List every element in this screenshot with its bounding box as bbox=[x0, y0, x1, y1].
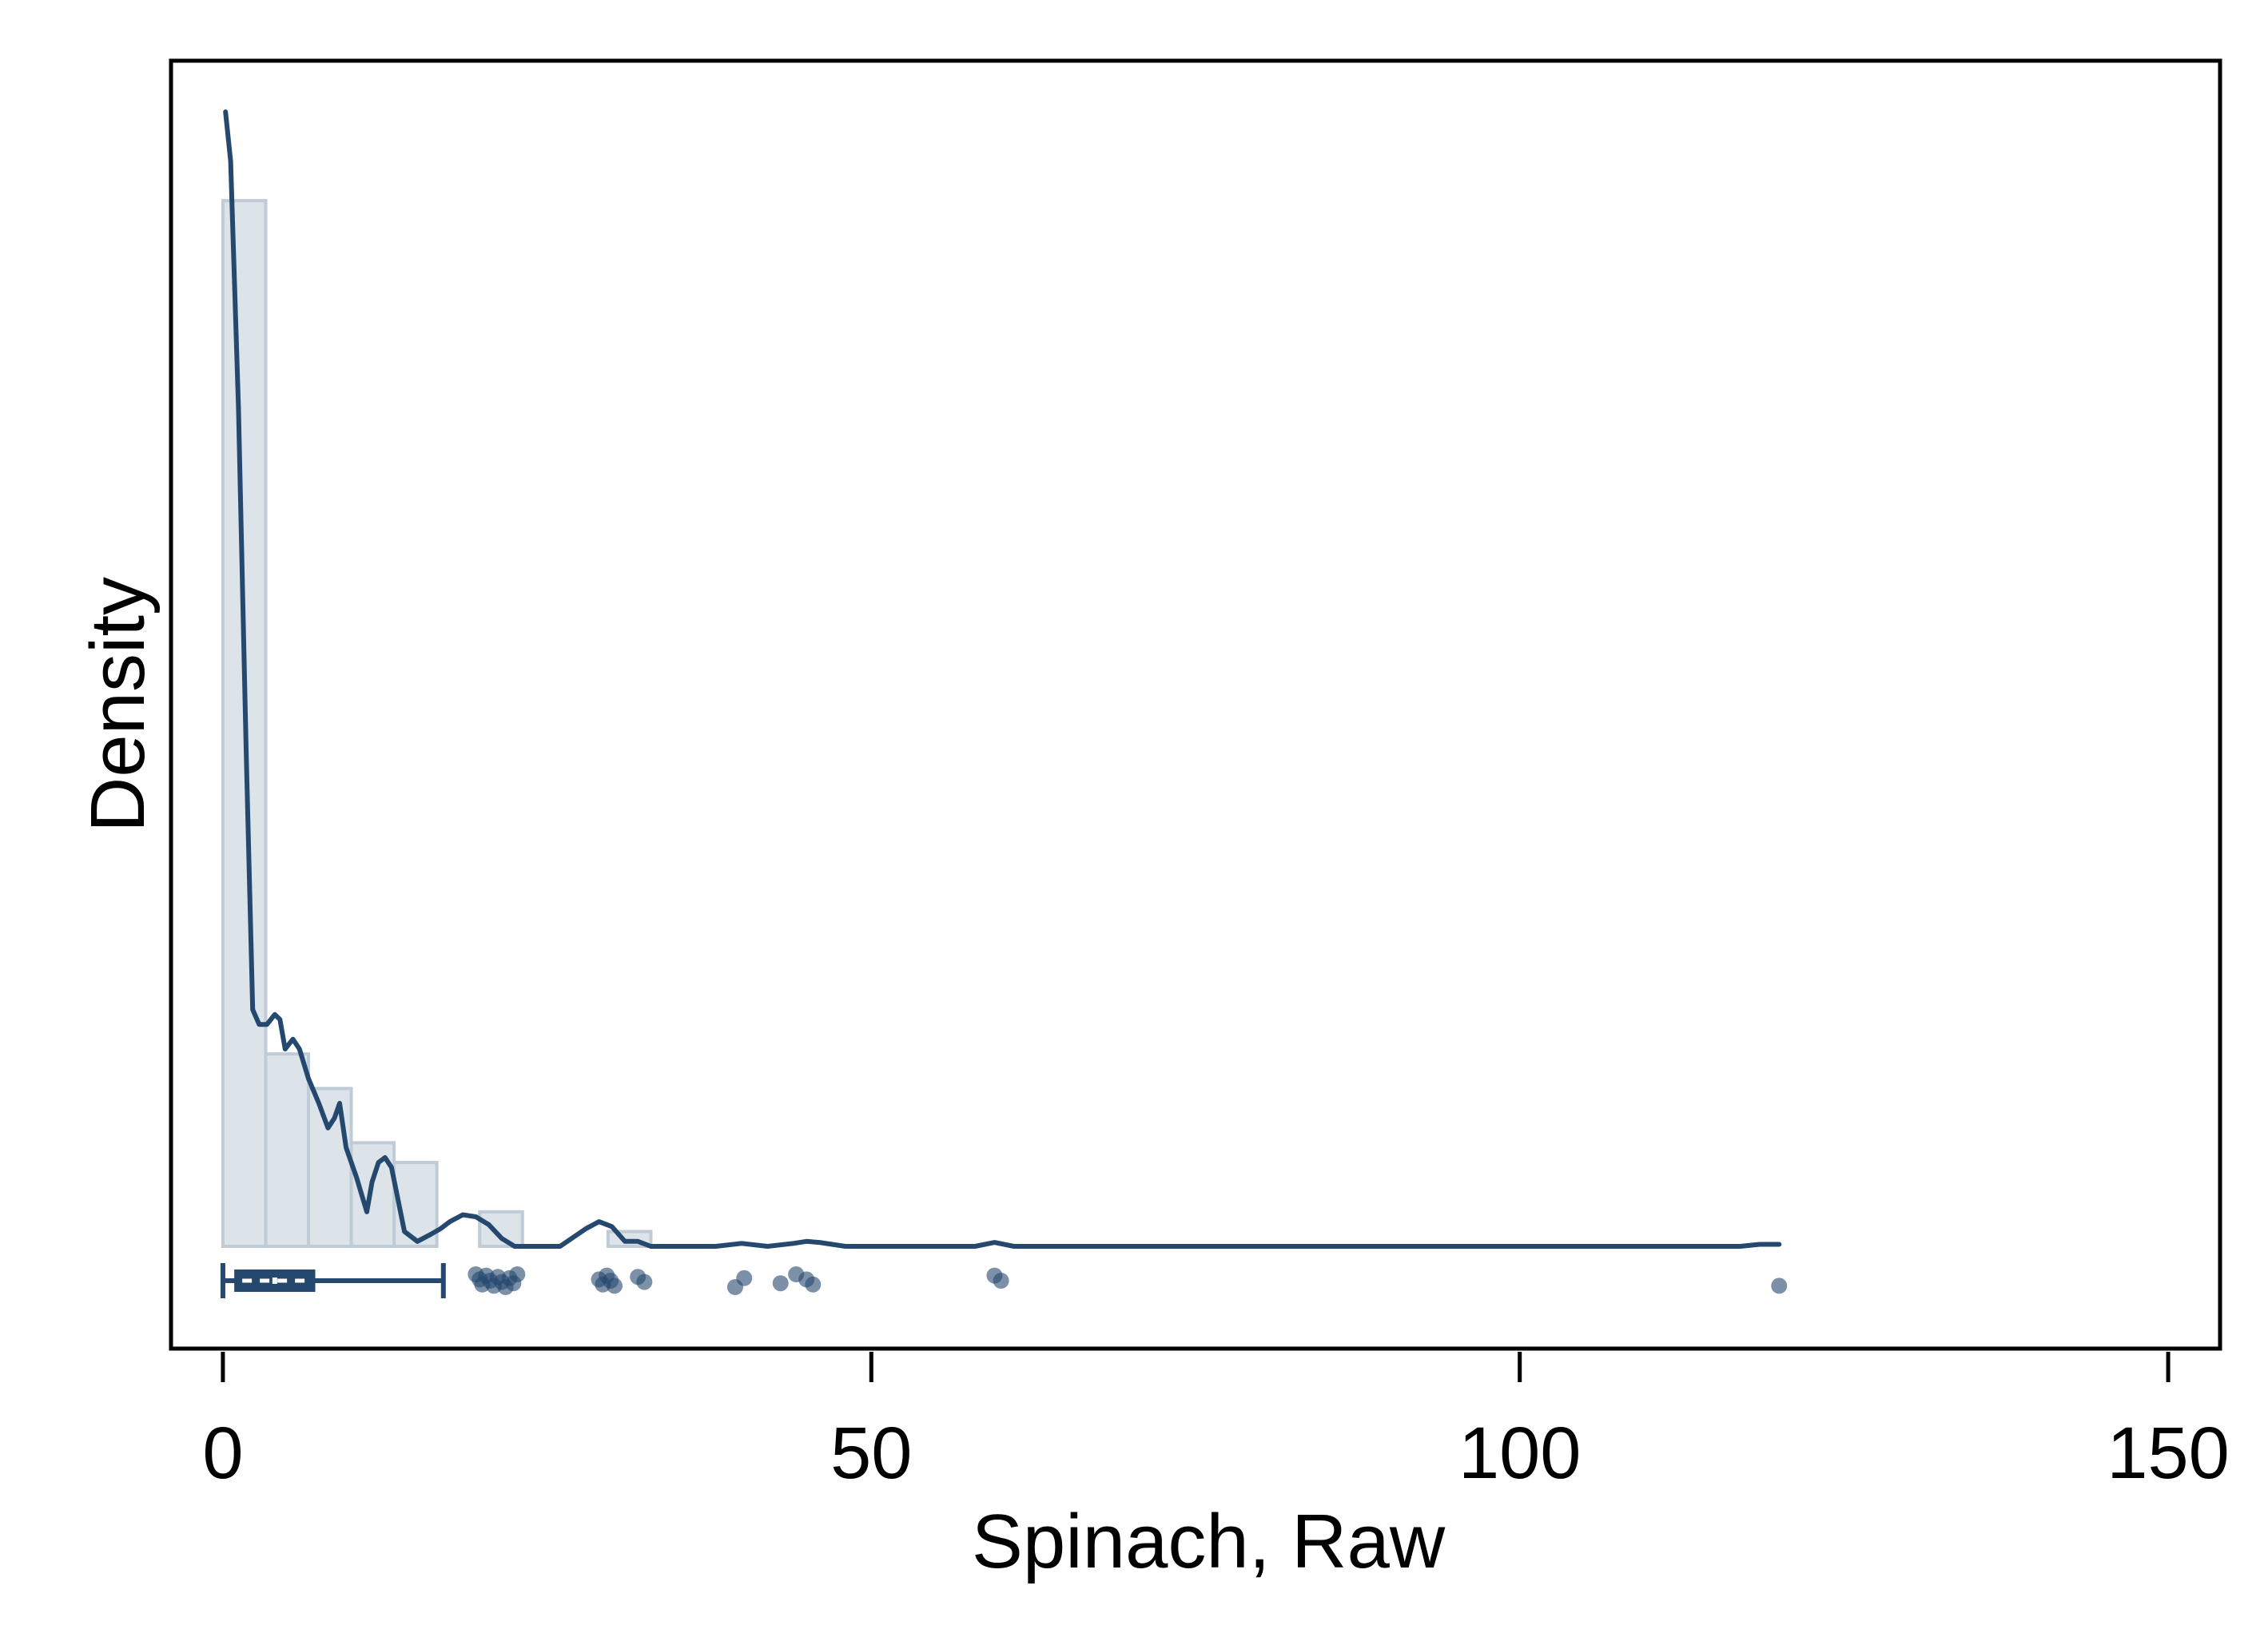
x-axis: 0 50 100 150 bbox=[202, 1352, 2230, 1494]
outlier-point bbox=[606, 1277, 623, 1294]
histogram-bar bbox=[264, 1052, 311, 1249]
boxplot-group bbox=[220, 1263, 446, 1298]
x-axis-tick-label: 100 bbox=[1458, 1413, 1582, 1494]
outlier-point bbox=[736, 1270, 753, 1286]
x-axis-tick-label: 150 bbox=[2107, 1413, 2230, 1494]
outlier-point bbox=[993, 1273, 1009, 1289]
y-axis-title: Density bbox=[75, 577, 161, 832]
histogram-bar bbox=[307, 1087, 353, 1249]
outlier-point bbox=[636, 1274, 653, 1290]
outlier-point bbox=[805, 1276, 822, 1293]
x-axis-tick-label: 50 bbox=[830, 1413, 912, 1494]
x-axis-tick-label: 0 bbox=[202, 1413, 243, 1494]
density-curve-line bbox=[223, 109, 1782, 1249]
histogram-bars bbox=[221, 199, 653, 1249]
outlier-points bbox=[468, 1266, 1788, 1295]
outlier-point bbox=[1771, 1277, 1788, 1294]
outlier-point bbox=[772, 1275, 789, 1292]
density-curve-group bbox=[223, 109, 1782, 1249]
outlier-point bbox=[509, 1266, 526, 1282]
plot-frame bbox=[169, 58, 2222, 1351]
x-axis-title: Spinach, Raw bbox=[972, 1499, 1446, 1584]
histogram-bar bbox=[478, 1210, 524, 1248]
